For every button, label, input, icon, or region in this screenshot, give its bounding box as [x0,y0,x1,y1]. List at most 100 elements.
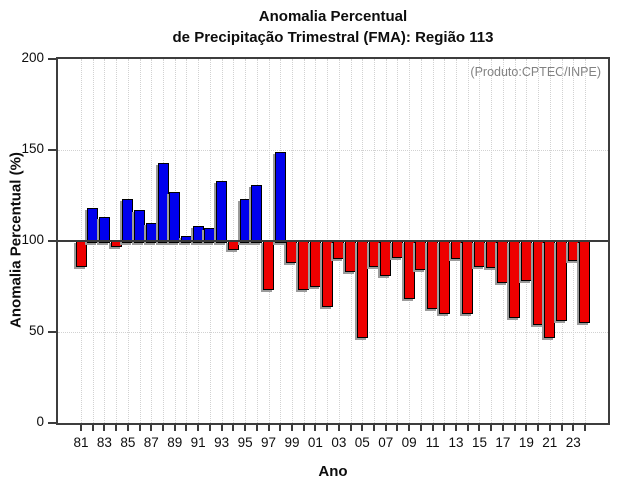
bar-2021 [544,241,556,338]
x-tick [560,425,563,431]
x-tick-label: 81 [73,435,89,450]
x-tick [232,425,235,431]
x-tick-label: 95 [237,435,253,450]
bar-1989 [169,191,181,243]
y-tick-label: 200 [21,50,44,65]
x-tick [337,425,340,431]
x-tick-label: 09 [401,435,417,450]
y-tick-label: 150 [21,141,44,156]
x-tick [466,425,469,431]
y-tick [48,149,56,151]
x-tick-label: 15 [471,435,487,450]
x-tick [103,425,106,431]
bar-2018 [509,241,521,318]
x-tick-label: 23 [565,435,581,450]
x-tick [91,425,94,431]
x-tick [150,425,153,431]
x-tick-label: 91 [190,435,206,450]
x-tick [115,425,118,431]
bar-2022 [556,241,568,322]
x-tick-label: 85 [120,435,136,450]
x-tick-label: 11 [425,435,440,450]
x-tick [478,425,481,431]
x-tick [513,425,516,431]
bar-1995 [239,199,251,243]
reference-line-100 [58,240,608,242]
bar-2005 [356,241,368,338]
plot-area: (Produto:CPTEC/INPE) [56,57,610,425]
x-tick [396,425,399,431]
bar-2008 [391,241,403,258]
x-tick [455,425,458,431]
x-tick-label: 13 [448,435,464,450]
x-tick [197,425,200,431]
bar-2002 [321,241,333,307]
bar-1990 [180,235,192,243]
bar-2017 [497,241,509,284]
bar-2020 [532,241,544,325]
bar-2010 [415,241,427,271]
x-tick [384,425,387,431]
x-tick [373,425,375,431]
x-tick [185,425,188,431]
gridline-horizontal [58,150,608,151]
y-tick-label: 0 [36,414,44,429]
y-tick [48,240,56,242]
bar-1994 [227,241,239,251]
x-tick [326,425,329,431]
y-tick-label: 50 [28,323,44,338]
bar-1991 [192,226,204,243]
x-tick [349,425,352,431]
x-tick-label: 17 [495,435,511,450]
bar-2015 [473,241,485,267]
bar-2009 [403,241,415,300]
bar-1993 [216,180,228,243]
bar-2011 [427,241,439,309]
bar-1986 [134,210,146,243]
bar-2006 [368,241,380,267]
x-tick [431,425,434,431]
bar-2024 [579,241,591,324]
bar-2004 [345,241,357,273]
x-tick-label: 05 [354,435,370,450]
x-tick [290,425,293,431]
bar-2012 [438,241,450,314]
x-tick [302,425,305,431]
x-tick-label: 83 [96,435,112,450]
bar-1985 [122,199,134,243]
bar-1998 [274,151,286,243]
x-tick [208,425,211,431]
bar-1999 [286,241,298,264]
x-tick [537,425,540,431]
x-tick [162,425,165,431]
x-tick [314,425,317,431]
bar-1997 [263,241,275,291]
bar-2003 [333,241,345,260]
bar-1983 [98,217,110,243]
x-tick [443,425,446,431]
x-tick [80,425,82,431]
bar-1982 [87,208,99,243]
x-tick-label: 97 [261,435,277,450]
x-tick [126,425,129,431]
x-tick [220,425,223,431]
x-tick [173,425,176,431]
x-tick [255,425,258,431]
chart-title-line1: Anomalia Percentual [258,8,408,25]
bar-2016 [485,241,497,269]
x-axis-label: Ano [318,463,348,480]
y-tick-label: 100 [21,232,44,247]
x-tick-label: 19 [518,435,534,450]
x-tick-label: 01 [307,435,323,450]
x-tick-label: 03 [331,435,347,450]
bar-1988 [157,162,169,243]
bar-1992 [204,228,216,243]
x-tick [583,425,586,431]
bar-1981 [75,241,87,267]
x-tick [361,425,364,431]
y-tick [48,58,56,60]
chart-title-line2: de Precipitação Trimestral (FMA): Região… [172,29,494,46]
x-tick [525,425,528,431]
bar-2013 [450,241,462,260]
